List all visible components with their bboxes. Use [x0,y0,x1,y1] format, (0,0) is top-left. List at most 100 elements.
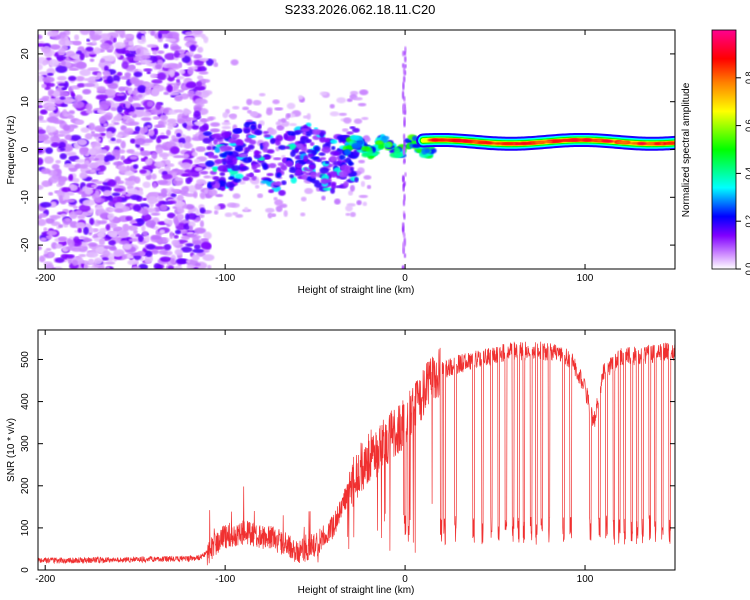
spectrogram-cell [86,251,99,258]
spectrogram-cell [142,181,151,189]
spectrogram-cell [307,152,314,157]
spectrogram-cell [338,112,347,116]
spectrogram-cell [348,160,353,166]
spectrogram-cell [157,135,169,140]
spectrogram-cell [46,230,58,236]
spectrogram-cell [521,141,533,145]
spectrogram-cell [129,155,138,160]
spectrogram-cell [41,45,51,54]
spectrogram-cell [58,224,64,229]
spectrogram-cell [403,65,406,76]
spectrogram-cell [43,227,48,232]
spectrogram-cell [402,50,405,57]
spectrogram-cell [416,148,423,154]
spectrogram-cell [141,224,146,232]
spectrogram-cell [140,117,152,122]
spectrogram-cell [403,253,407,259]
spectrogram-cell [196,178,206,185]
spectrogram-cell [79,163,89,169]
spectrogram-cell [229,113,237,120]
spectrogram-ytick-label: 0 [20,146,31,152]
colorbar-tick-label: 0.6 [744,119,750,132]
spectrogram-cell [100,42,111,50]
spectrogram-cell [361,152,371,158]
spectrogram-cell [80,127,90,133]
spectrogram-cell [164,52,177,61]
spectrogram-cell [74,159,86,164]
spectrogram-cell [38,97,49,102]
spectrogram-cell [133,56,140,62]
spectrogram-cell [180,246,193,253]
colorbar-scale [711,29,737,270]
spectrogram-cell [286,113,291,118]
spectrogram-cell [187,89,195,96]
spectrogram-cell [312,179,320,185]
spectrogram-cell [122,243,132,250]
spectrogram-cell [323,137,330,143]
spectrogram-cell [501,142,515,146]
spectrogram-cell [201,238,209,242]
spectrogram-cell [266,172,274,177]
spectrogram-cell [99,227,106,234]
spectrogram-cell [191,30,203,35]
spectrogram-cell [275,121,282,126]
spectrogram-cell [120,140,126,149]
spectrogram-cell [121,191,127,195]
spectrogram-cell [97,264,105,269]
spectrogram-cell [353,97,363,101]
figure-title: S233.2026.062.18.11.C20 [285,2,436,17]
spectrogram-cell [134,106,146,110]
spectrogram-cell [378,144,385,150]
spectrogram-cell [231,132,240,140]
spectrogram-cell [336,97,347,104]
spectrogram-cell [65,50,76,57]
spectrogram-cell [258,93,266,97]
spectrogram-cell [58,130,71,135]
spectrogram-cell [193,59,204,67]
spectrogram-cell [48,191,54,196]
spectrogram-cell [431,138,445,142]
spectrogram-cell [154,246,166,250]
spectrogram-cell [71,247,82,252]
spectrogram-cell [180,235,190,241]
spectrogram-cell [167,265,175,269]
spectrogram-cell [146,100,154,107]
spectrogram-cell [321,195,326,201]
spectrogram-cell [263,134,272,138]
spectrogram-cell [304,187,314,195]
spectrogram-cell [41,83,47,89]
spectrogram-cell [194,167,203,172]
spectrogram-cell [361,145,370,152]
spectrogram-cell [249,124,257,131]
spectrogram-cell [198,57,209,62]
spectrogram-cell [403,232,406,238]
spectrogram-cell [176,75,185,80]
spectrogram-cell [65,39,71,47]
spectrogram-cell [362,201,368,207]
spectrogram-cell [361,116,369,121]
spectrogram-cell [124,72,132,78]
spectrogram-cell [144,258,151,264]
spectrogram-cell [319,166,330,174]
spectrogram-cell [46,126,57,133]
spectrogram-cell [97,170,104,175]
spectrogram-cell [94,180,104,185]
spectrogram-cell [162,156,168,161]
spectrogram-cell [122,223,130,232]
spectrogram-cell [402,241,405,249]
spectrogram-cell [96,86,106,92]
colorbar-tick-label: 0.0 [744,263,750,276]
spectrogram-cell [65,254,75,259]
spectrogram-cell [343,181,349,188]
spectrogram-cell [252,99,262,106]
spectrogram-cell [267,128,277,136]
spectrogram-cell [48,111,59,118]
spectrogram-cell [351,142,362,149]
spectrogram-cell [42,76,55,83]
spectrogram-cell [79,147,89,156]
snr-series-line [38,341,675,566]
spectrogram-cell [403,50,407,56]
spectrogram-cell [99,33,111,40]
spectrogram-cell [213,139,218,145]
spectrogram-cell [322,187,333,191]
